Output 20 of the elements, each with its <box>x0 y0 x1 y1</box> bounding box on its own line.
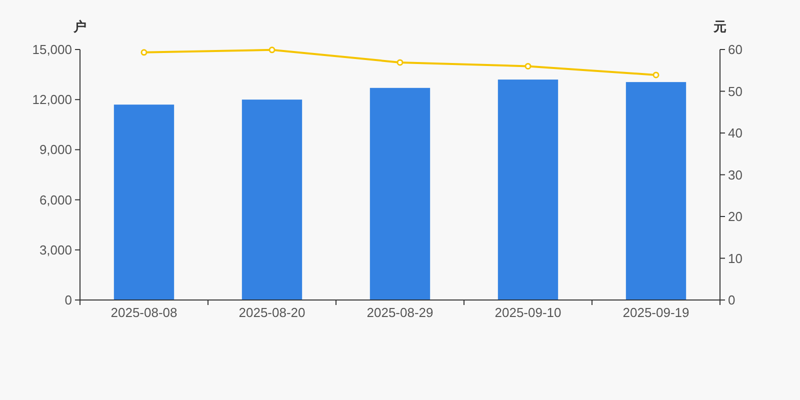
y2-tick-label: 60 <box>728 42 742 57</box>
y-axis-title: 户 <box>74 19 86 34</box>
y2-axis-title: 元 <box>714 19 726 34</box>
x-tick-label: 2025-08-08 <box>110 305 178 320</box>
x-tick-label: 2025-08-20 <box>238 305 306 320</box>
y2-tick-label: 50 <box>728 84 742 99</box>
y2-tick-label: 20 <box>728 209 742 224</box>
x-tick-label: 2025-09-10 <box>494 305 562 320</box>
y2-tick-label: 30 <box>728 167 742 182</box>
y-tick-label: 0 <box>64 292 72 308</box>
x-tick-label: 2025-09-19 <box>622 305 690 320</box>
y2-tick-label: 10 <box>728 250 742 266</box>
y2-tick-label: 0 <box>728 292 736 308</box>
y-tick-label: 12,000 <box>32 92 72 108</box>
y2-tick-label: 40 <box>728 126 742 140</box>
y-tick-label: 15,000 <box>32 42 72 57</box>
x-tick-label: 2025-08-29 <box>366 305 434 320</box>
y-tick-label: 3,000 <box>39 242 72 258</box>
y-tick-label: 9,000 <box>39 142 72 158</box>
y-tick-label: 6,000 <box>39 192 72 208</box>
